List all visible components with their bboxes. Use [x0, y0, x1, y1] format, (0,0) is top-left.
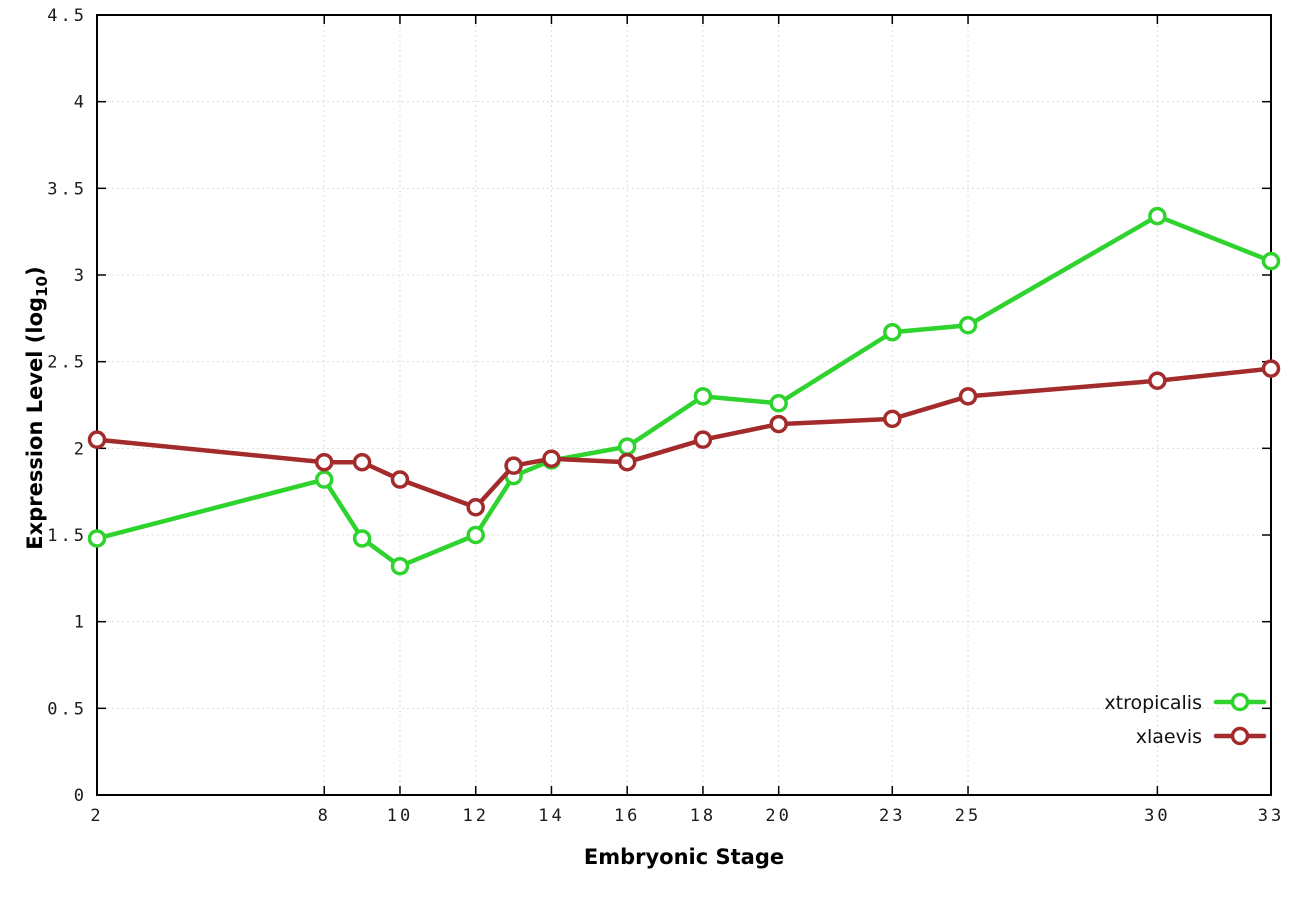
data-point-xtropicalis — [958, 316, 978, 335]
data-point-xlaevis — [883, 409, 902, 429]
y-tick-label: 1.5 — [47, 526, 87, 546]
x-tick-label: 18 — [690, 806, 716, 826]
y-tick-label: 3.5 — [47, 179, 87, 199]
y-tick-label: 2.5 — [47, 353, 87, 373]
data-point-xtropicalis — [314, 470, 334, 489]
data-point-xlaevis — [87, 430, 107, 449]
data-point-xtropicalis — [883, 322, 902, 342]
x-tick-label: 16 — [614, 806, 640, 826]
legend-marker-xlaevis — [1230, 726, 1250, 746]
data-point-xlaevis — [466, 498, 485, 517]
data-point-xtropicalis — [617, 437, 637, 456]
x-tick-label: 8 — [318, 806, 331, 826]
data-point-xtropicalis — [693, 387, 713, 406]
x-tick-label: 23 — [879, 806, 905, 826]
legend-label-xlaevis: xlaevis — [1136, 726, 1202, 748]
data-point-xlaevis — [390, 470, 410, 489]
data-point-xlaevis — [352, 452, 372, 472]
y-tick-label: 4.5 — [47, 6, 87, 26]
y-tick-label: 3 — [74, 266, 87, 286]
x-tick-label: 2 — [90, 806, 103, 826]
data-point-xtropicalis — [390, 556, 410, 576]
plot-border — [96, 14, 1272, 796]
data-point-xlaevis — [958, 387, 978, 406]
y-tick-label: 4 — [74, 93, 87, 113]
data-point-xtropicalis — [1148, 206, 1167, 226]
data-point-xlaevis — [542, 449, 561, 468]
data-point-xtropicalis — [1261, 251, 1281, 271]
series-line-xlaevis — [94, 366, 1274, 510]
x-tick-label: 30 — [1144, 806, 1170, 826]
x-tick-label: 25 — [955, 806, 981, 826]
x-tick-label: 14 — [538, 806, 564, 826]
data-point-xtropicalis — [466, 525, 485, 545]
y-tick-label: 0 — [74, 786, 87, 806]
y-axis-title-end: ) — [23, 266, 47, 276]
data-point-xlaevis — [504, 456, 523, 475]
data-point-xlaevis — [693, 430, 713, 449]
legend-marker-xtropicalis — [1230, 692, 1250, 712]
y-tick-label: 1 — [74, 613, 87, 633]
data-point-xlaevis — [1261, 359, 1281, 378]
legend-label-xtropicalis: xtropicalis — [1104, 692, 1202, 714]
data-point-xlaevis — [769, 414, 788, 434]
y-axis-title: Expression Level (log10) — [23, 18, 53, 798]
data-point-xtropicalis — [87, 529, 107, 548]
data-point-xtropicalis — [352, 529, 372, 548]
data-point-xlaevis — [617, 452, 637, 472]
x-axis-title: Embryonic Stage — [583, 845, 785, 869]
data-point-xtropicalis — [769, 394, 788, 413]
y-axis-title-main: Expression Level (log — [23, 296, 47, 550]
data-point-xlaevis — [314, 452, 334, 472]
x-tick-label: 10 — [387, 806, 413, 826]
x-tick-label: 33 — [1258, 806, 1284, 826]
data-point-xlaevis — [1148, 371, 1167, 390]
y-tick-label: 0.5 — [47, 699, 87, 719]
series-line-xtropicalis — [94, 213, 1274, 569]
y-axis-title-subscript: 10 — [33, 275, 52, 297]
y-tick-label: 2 — [74, 439, 87, 459]
x-tick-label: 12 — [462, 806, 488, 826]
x-tick-label: 20 — [765, 806, 791, 826]
